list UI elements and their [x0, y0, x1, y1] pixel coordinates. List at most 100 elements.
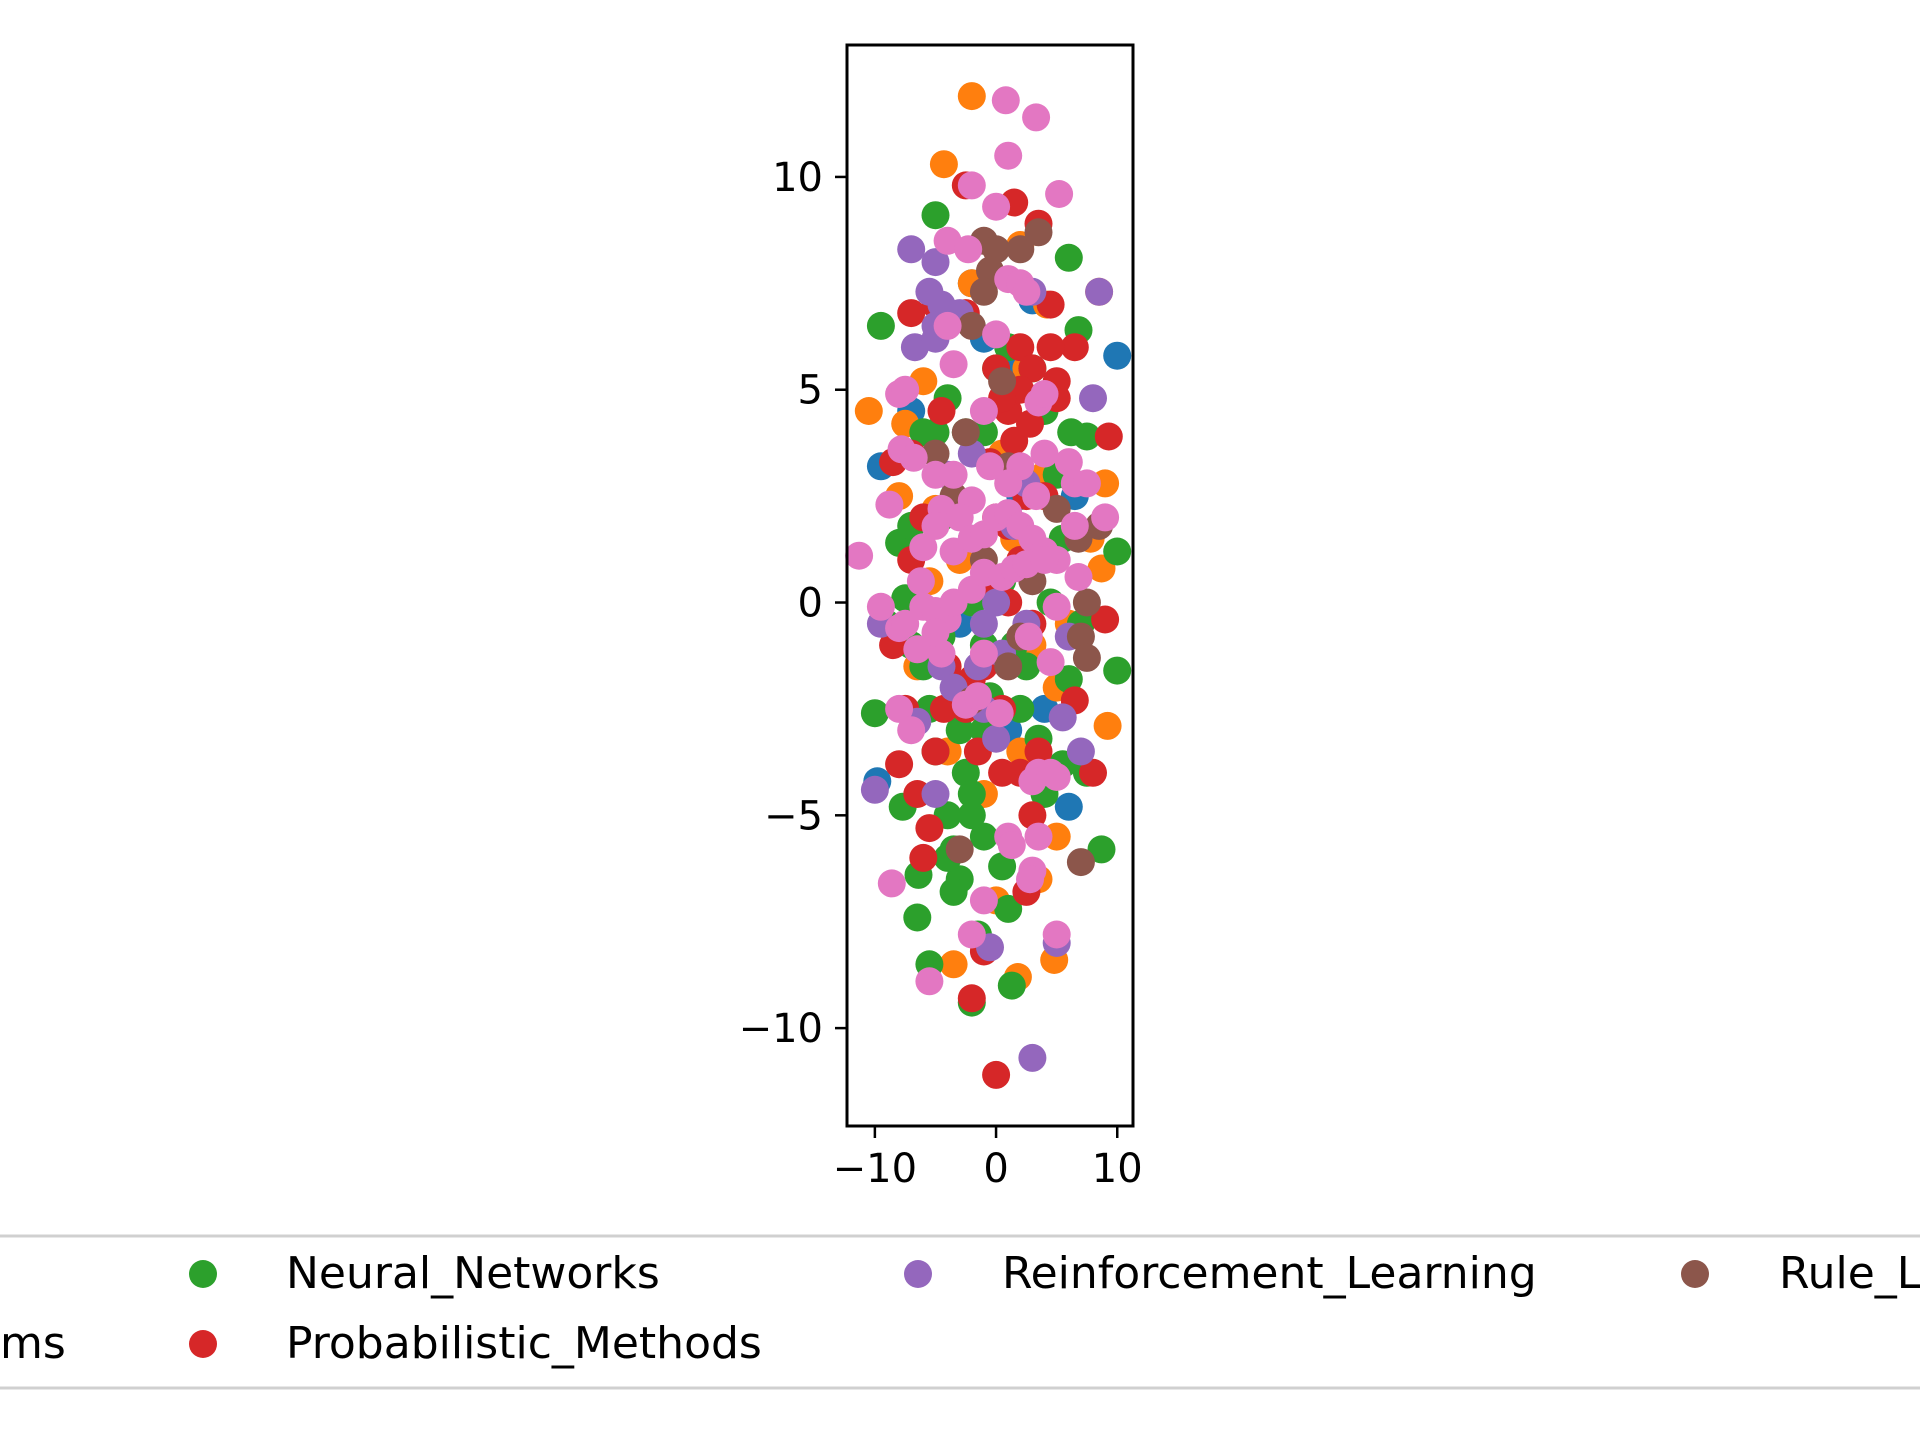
y-tick-label: 0 [798, 581, 823, 627]
data-point [976, 452, 1004, 481]
y-tick-label: 5 [798, 368, 823, 414]
data-point [1042, 763, 1071, 791]
data-point [1054, 448, 1083, 477]
data-point [957, 780, 986, 808]
data-point [994, 469, 1023, 498]
legend-marker [189, 1260, 217, 1288]
data-point [927, 397, 956, 425]
data-point [939, 460, 968, 489]
data-point [1022, 482, 1051, 511]
legend-label: Neural_Networks [286, 1248, 660, 1299]
data-point [885, 750, 914, 779]
legend-marker [904, 1260, 932, 1288]
data-point [1072, 469, 1101, 498]
data-point [1054, 792, 1083, 821]
data-point [1006, 333, 1035, 362]
data-point [954, 235, 983, 264]
data-point [1030, 380, 1059, 408]
data-point [1072, 643, 1101, 672]
data-point [969, 277, 998, 306]
data-point [985, 699, 1014, 728]
data-point [1024, 822, 1053, 851]
data-point [929, 150, 958, 179]
y-tick-label: 10 [772, 155, 823, 201]
data-point [982, 588, 1011, 617]
y-axis: −10 −5 0 5 10 [739, 155, 847, 1052]
data-point [1066, 737, 1095, 766]
data-point [997, 971, 1026, 1000]
data-point [1042, 592, 1071, 621]
legend-label: ms [0, 1318, 66, 1369]
data-point [915, 814, 944, 843]
data-point [1057, 418, 1086, 447]
data-point [875, 490, 904, 519]
data-point [860, 775, 889, 804]
data-point [963, 682, 992, 711]
legend-label: Rule_L [1779, 1248, 1920, 1299]
data-point [1087, 835, 1116, 864]
data-point [909, 533, 938, 562]
data-point [1030, 439, 1059, 468]
data-point [988, 758, 1017, 787]
data-point [921, 439, 950, 468]
data-point [982, 724, 1011, 753]
data-point [994, 894, 1023, 923]
data-point [845, 541, 874, 570]
data-point [1054, 243, 1083, 272]
data-point [1079, 384, 1107, 413]
data-point [1066, 622, 1095, 651]
data-point [997, 831, 1026, 860]
data-point [1016, 865, 1044, 894]
data-point [957, 82, 986, 111]
y-tick-label: −5 [764, 793, 823, 839]
data-point [969, 639, 998, 668]
x-tick-label: −10 [833, 1146, 917, 1192]
data-point [1016, 409, 1044, 438]
data-point [991, 86, 1020, 115]
data-point [933, 311, 962, 340]
legend-marker [189, 1330, 217, 1358]
y-tick-label: −10 [739, 1006, 823, 1052]
data-point [891, 609, 920, 638]
data-point [1045, 180, 1074, 208]
data-point [1014, 622, 1043, 651]
data-point [939, 877, 968, 906]
legend-label: Probabilistic_Methods [286, 1318, 762, 1369]
data-point [1022, 103, 1051, 132]
legend-frame [0, 1234, 1920, 1390]
data-point [939, 950, 968, 979]
data-point [945, 716, 974, 745]
data-point [1103, 537, 1132, 566]
data-point [988, 852, 1017, 881]
data-point [921, 737, 950, 766]
data-point [982, 320, 1011, 349]
data-point [1054, 665, 1083, 694]
data-point [903, 635, 932, 664]
data-point [877, 869, 906, 898]
points-layer [845, 82, 1132, 1089]
data-point [1060, 333, 1089, 362]
data-point [957, 801, 986, 830]
data-point [899, 443, 928, 472]
data-point [1036, 648, 1065, 677]
legend-marker [1681, 1260, 1709, 1288]
data-point [1006, 235, 1035, 264]
data-point [1093, 711, 1122, 740]
data-point [982, 235, 1011, 264]
data-point [1103, 341, 1132, 370]
data-point [927, 639, 956, 668]
data-point [1012, 277, 1041, 306]
data-point [1024, 218, 1053, 247]
x-axis: −10 0 10 [833, 1126, 1143, 1192]
data-point [957, 311, 986, 340]
data-point [982, 192, 1011, 221]
data-point [1030, 546, 1059, 574]
axes-frame [845, 43, 1135, 1128]
data-point [1094, 422, 1123, 451]
data-point [906, 567, 935, 596]
data-point [1066, 848, 1095, 877]
data-point [921, 248, 950, 277]
data-point [1042, 920, 1071, 949]
legend: ms Neural_Networks Probabilistic_Methods Re… [0, 1234, 1920, 1390]
